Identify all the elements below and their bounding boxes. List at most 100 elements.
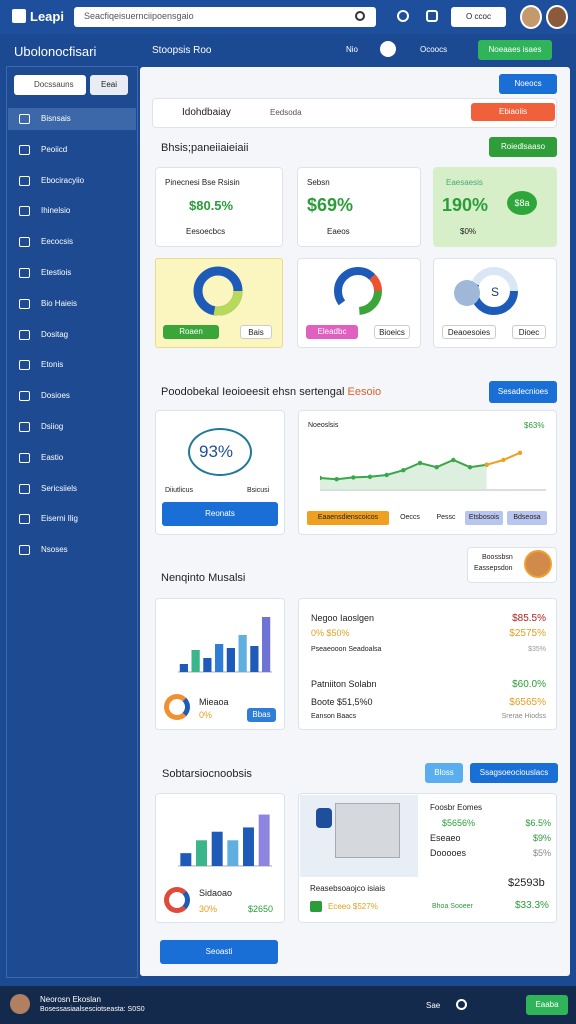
search-icon[interactable] — [355, 11, 365, 21]
icon[interactable] — [397, 10, 409, 22]
icon — [310, 901, 322, 912]
legend-item[interactable]: Eaaensdienscoicos — [307, 511, 389, 525]
stat-value: $80.5% — [189, 198, 234, 213]
menu-icon — [19, 360, 30, 371]
stat-value: 190% — [442, 195, 489, 215]
chart-total: $2650 — [248, 904, 274, 914]
donut-ring — [334, 267, 382, 315]
section-button[interactable]: Sesadecnioes — [489, 381, 557, 403]
top-button[interactable]: Noeocs — [499, 74, 557, 94]
button[interactable]: Bbas — [247, 708, 276, 722]
menu-item[interactable]: Eecocsis — [41, 237, 74, 247]
nav-link[interactable]: Ocoocs — [420, 45, 448, 54]
legend-item[interactable]: Pessc — [431, 511, 461, 525]
avatar[interactable] — [10, 994, 30, 1014]
section-button[interactable]: Roiedlsaaso — [489, 137, 557, 157]
button[interactable]: Roaen — [163, 325, 219, 339]
point — [401, 468, 406, 473]
legend-item[interactable]: Oeccs — [393, 511, 427, 525]
button[interactable]: Bloss — [425, 763, 463, 783]
sidebar-search[interactable] — [14, 75, 86, 95]
menu-item[interactable]: Dositag — [41, 329, 69, 339]
action-button[interactable]: Noeaaes isaes — [478, 40, 552, 60]
avatar[interactable] — [520, 5, 542, 29]
menu-item[interactable]: Dosioes — [41, 391, 70, 401]
point — [517, 450, 523, 455]
footer-button[interactable]: Eaaba — [526, 995, 568, 1015]
menu-item[interactable]: Bisnsais — [41, 114, 71, 123]
menu-highlight[interactable] — [8, 108, 136, 130]
menu-item[interactable]: Etestiois — [41, 268, 72, 277]
point — [417, 460, 423, 466]
bottom-button[interactable]: Seoasti — [160, 940, 278, 964]
row-label: 0% $50% — [311, 628, 350, 638]
avatar[interactable] — [524, 550, 552, 578]
row-label: Foosbr Eomes — [430, 803, 483, 812]
point — [484, 462, 489, 467]
detail-list: Foosbr Eomes $5656% $6.5% Eseaeo $9% Dooooes $… — [420, 795, 555, 877]
row-label: Boote $51,5%0 — [311, 697, 373, 707]
nav-link[interactable]: Nio — [346, 45, 359, 54]
button[interactable]: Dioec — [512, 325, 546, 339]
menu-item[interactable]: Sericsiiels — [41, 483, 78, 493]
button[interactable]: Eleadbc — [306, 325, 358, 339]
bar — [250, 646, 259, 672]
row-value: $60.0% — [512, 679, 546, 690]
foot-right: $33.3% — [515, 900, 549, 911]
detail-card: Negoo Iaoslgen $85.5% 0% $50% $2575% Pseaeoo… — [298, 598, 557, 730]
legend-item[interactable]: Bdseosa — [507, 511, 547, 525]
button[interactable]: Bioeics — [374, 325, 410, 339]
section-title: Nenqinto Musalsi — [161, 572, 246, 584]
search-box[interactable] — [74, 7, 376, 27]
menu-item[interactable]: Etonis — [41, 360, 64, 370]
logo: Leapi — [30, 9, 64, 24]
stat-label: Eaesaesis — [446, 178, 483, 187]
sidebar-search-button[interactable]: Eeai — [90, 75, 128, 95]
stat-card — [155, 167, 283, 247]
icon[interactable] — [426, 10, 438, 22]
menu-item[interactable]: Dsiiog — [41, 422, 64, 431]
stat-card — [297, 167, 421, 247]
menu-icon — [19, 452, 30, 463]
donut — [334, 267, 382, 315]
button[interactable]: Deaoesoies — [442, 325, 496, 339]
gauge-button[interactable]: Reonats — [162, 502, 278, 526]
menu-item[interactable]: Eastio — [41, 452, 64, 462]
legend-item[interactable]: Etsbosois — [465, 511, 503, 525]
footer-name: Neorosn Ekoslan — [40, 995, 101, 1004]
footer-sub: Bosessasiaalsesciotseasta: S0S0 — [40, 1006, 145, 1013]
profile-name: Boossbsn — [482, 554, 513, 561]
footer-link[interactable]: Sae — [426, 1001, 441, 1010]
button[interactable]: Ssagsoeociouslacs — [470, 763, 558, 783]
menu-item[interactable]: Ihinelsio — [41, 206, 71, 216]
stat-sub: Eaeos — [327, 227, 350, 236]
menu-icon — [19, 422, 30, 432]
avatar[interactable] — [546, 5, 568, 29]
mini-donut — [164, 694, 190, 720]
menu-item[interactable]: Bio Haieis — [41, 298, 78, 308]
section-title: Sobtarsiocnoobsis — [162, 768, 252, 780]
toolbar-button[interactable]: Ebiaoiis — [471, 103, 555, 121]
point — [467, 465, 473, 470]
button[interactable]: Bais — [240, 325, 272, 339]
row-value: $5% — [532, 848, 551, 858]
menu-item[interactable]: Nsoses — [41, 545, 68, 555]
menu-item[interactable]: Ebociracyiio — [41, 175, 85, 185]
menu-item[interactable]: Peoiicd — [41, 144, 68, 154]
bar — [238, 635, 247, 672]
foot-left: Eceeo $527% — [328, 902, 378, 911]
menu-item[interactable]: Eiserni Ilig — [41, 514, 78, 524]
point — [501, 457, 506, 463]
bar — [211, 831, 223, 866]
nav-icon[interactable] — [380, 41, 396, 57]
row-value: $2575% — [509, 628, 546, 639]
toolbar-search[interactable]: Eedsoda — [270, 108, 302, 117]
sidebar-search-text: Docssauns — [34, 80, 74, 89]
header-button[interactable]: O ccoc — [451, 7, 506, 27]
total: $2593b — [508, 877, 545, 889]
subtitle: Stoopsis Roo — [152, 45, 212, 56]
icon[interactable] — [456, 999, 467, 1010]
illustration-box — [335, 803, 400, 858]
search-placeholder: Seacfiqeisuernciipoensgaio — [84, 11, 194, 21]
bar — [179, 664, 188, 672]
